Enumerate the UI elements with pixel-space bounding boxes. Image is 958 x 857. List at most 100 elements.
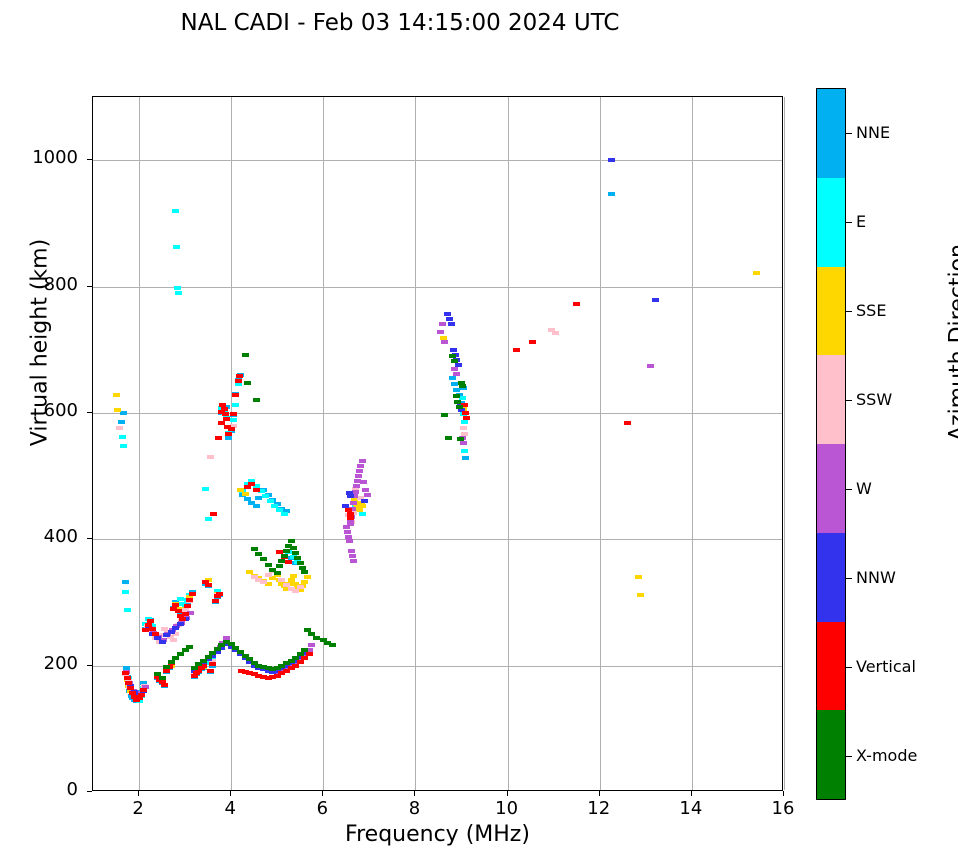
data-point — [202, 486, 210, 491]
colorbar-segment-ssw[interactable] — [817, 355, 845, 444]
data-point — [241, 352, 249, 357]
x-tick-mark — [690, 791, 692, 796]
data-point — [299, 566, 307, 571]
x-tick-label: 4 — [224, 798, 236, 819]
colorbar-segment-e[interactable] — [817, 177, 845, 267]
data-point — [301, 580, 309, 585]
data-point — [144, 623, 152, 628]
data-point — [607, 191, 615, 196]
data-point — [352, 486, 360, 491]
colorbar-tick-mark — [846, 399, 852, 401]
data-point — [243, 380, 251, 385]
data-point — [167, 629, 175, 634]
data-point — [259, 557, 267, 562]
data-point — [292, 658, 300, 663]
colorbar-label-e: E — [856, 211, 867, 231]
data-point — [206, 668, 214, 673]
data-point — [273, 673, 281, 678]
data-point — [264, 581, 272, 586]
data-point — [123, 608, 131, 613]
data-point — [292, 663, 300, 668]
colorbar-segment-x-mode[interactable] — [817, 710, 845, 799]
data-point — [140, 687, 148, 692]
data-point — [259, 667, 267, 672]
data-point — [341, 504, 349, 509]
data-point — [172, 625, 180, 630]
y-axis-label: Virtual height (km) — [27, 238, 53, 447]
data-point — [123, 676, 131, 681]
data-point — [172, 656, 180, 661]
data-point — [147, 619, 155, 624]
x-tick-label: 16 — [771, 798, 795, 819]
data-point — [273, 501, 281, 506]
colorbar-segment-w[interactable] — [817, 444, 845, 533]
data-point — [227, 642, 235, 647]
data-point — [127, 683, 135, 688]
data-point — [438, 322, 446, 327]
data-point — [166, 634, 174, 639]
data-point — [193, 671, 201, 676]
data-point — [362, 487, 370, 492]
x-axis-label: Frequency (MHz) — [345, 822, 530, 847]
gridline-horizontal — [93, 160, 782, 162]
data-point — [186, 644, 194, 649]
colorbar-segment-vertical[interactable] — [817, 621, 845, 711]
colorbar-segment-nnw[interactable] — [817, 532, 845, 622]
x-tick-mark — [138, 791, 140, 796]
data-point — [206, 455, 214, 460]
x-tick-mark — [598, 791, 600, 796]
data-point — [246, 657, 254, 662]
data-point — [278, 663, 286, 668]
data-point — [287, 666, 295, 671]
data-point — [513, 347, 521, 352]
data-point — [230, 418, 237, 423]
data-point — [116, 426, 124, 431]
colorbar-axis-label: Azimuth Direction — [945, 243, 958, 442]
data-point — [296, 654, 304, 659]
data-point — [217, 421, 225, 426]
data-point — [646, 364, 654, 369]
data-point — [202, 580, 210, 585]
data-point — [454, 399, 462, 404]
y-tick-mark — [87, 538, 92, 540]
data-point — [179, 616, 187, 621]
data-point — [292, 551, 300, 556]
colorbar-label-nnw: NNW — [856, 567, 896, 587]
data-point — [547, 327, 555, 332]
data-point — [455, 362, 463, 367]
colorbar-segment-sse[interactable] — [817, 266, 845, 356]
data-point — [219, 640, 227, 645]
data-point — [636, 592, 644, 597]
data-point — [130, 695, 138, 700]
data-point — [453, 371, 461, 376]
colorbar-label-w: W — [856, 478, 872, 498]
colorbar-label-x-mode: X-mode — [856, 745, 918, 765]
data-point — [200, 663, 208, 668]
data-point — [446, 317, 454, 322]
data-point — [447, 322, 455, 327]
data-point — [246, 671, 254, 676]
data-point — [269, 669, 277, 674]
data-point — [460, 432, 468, 437]
colorbar-segment-nne[interactable] — [817, 89, 845, 178]
data-point — [255, 577, 263, 582]
data-point — [163, 664, 171, 669]
data-point — [158, 633, 166, 638]
colorbar[interactable] — [816, 88, 846, 800]
data-point — [282, 661, 290, 666]
data-point — [344, 534, 352, 539]
data-point — [346, 518, 354, 523]
data-point — [163, 633, 171, 638]
data-point — [124, 678, 132, 683]
data-point — [458, 400, 466, 405]
data-point — [355, 469, 363, 474]
x-tick-mark — [783, 791, 784, 796]
data-point — [119, 443, 127, 448]
data-point — [269, 567, 277, 572]
colorbar-tick-mark — [846, 755, 852, 757]
data-point — [343, 529, 351, 534]
data-point — [224, 424, 231, 429]
data-point — [287, 658, 295, 663]
data-point — [158, 639, 166, 644]
data-point — [458, 408, 466, 413]
